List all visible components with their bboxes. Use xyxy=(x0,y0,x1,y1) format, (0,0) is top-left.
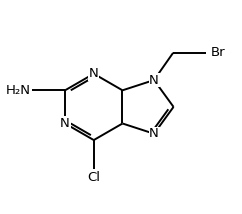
Text: N: N xyxy=(149,74,159,87)
Text: N: N xyxy=(60,117,70,130)
Text: N: N xyxy=(89,67,99,80)
Text: H₂N: H₂N xyxy=(5,84,30,97)
Text: Br: Br xyxy=(210,46,225,59)
Text: Cl: Cl xyxy=(87,171,100,184)
Text: N: N xyxy=(149,127,159,140)
